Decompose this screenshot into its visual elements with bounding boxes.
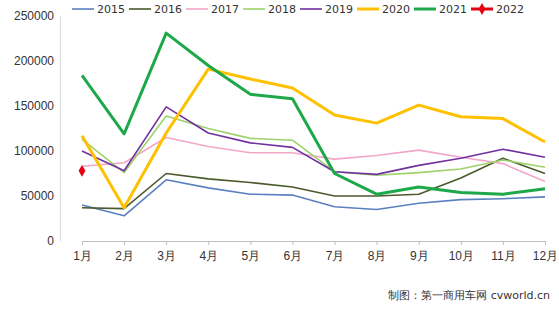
x-tick: 11月 — [491, 241, 515, 263]
x-axis-line — [83, 242, 546, 246]
x-tick-label: 10月 — [449, 249, 474, 263]
x-tick-mark — [461, 241, 462, 245]
y-tick-label: 50000 — [21, 189, 55, 203]
chart: 0 50000 100000 150000 200000 250000 1月 2月 3月 4月 5月… — [0, 0, 559, 310]
x-tick: 8月 — [368, 241, 387, 263]
legend-label: 2018 — [268, 3, 296, 16]
legend-swatch — [72, 8, 94, 10]
y-tick-label: 150000 — [14, 99, 54, 113]
x-tick: 4月 — [199, 241, 218, 263]
x-tick-label: 5月 — [242, 249, 261, 263]
y-tick-label: 0 — [47, 234, 54, 248]
legend-swatch — [186, 8, 208, 10]
x-tick-label: 1月 — [73, 249, 92, 263]
x-tick: 1月 — [73, 241, 92, 263]
x-tick: 9月 — [410, 241, 429, 263]
plot-area — [79, 33, 545, 216]
legend-label: 2016 — [154, 3, 182, 16]
x-tick-label: 3月 — [157, 249, 176, 263]
legend-swatch — [243, 8, 265, 10]
x-tick: 7月 — [326, 241, 345, 263]
annotation: 制图：第一商用车网 cvworld.cn — [388, 289, 550, 302]
x-tick-mark — [166, 241, 167, 245]
x-tick-mark — [208, 241, 209, 245]
legend-marker — [479, 3, 486, 15]
y-tick: 50000 — [21, 189, 60, 203]
x-axis: 1月 2月 3月 4月 5月 6月 7月 8月 9月 10月 11月 12月 — [73, 241, 558, 263]
x-tick-label: 11月 — [491, 249, 515, 263]
legend-item: 2018 — [243, 3, 296, 16]
legend-item: 2017 — [186, 3, 239, 16]
x-tick: 10月 — [449, 241, 474, 263]
x-tick-label: 4月 — [199, 249, 218, 263]
x-tick-mark — [250, 241, 251, 245]
x-tick: 12月 — [533, 241, 558, 263]
x-tick-mark — [82, 241, 83, 245]
x-tick-label: 9月 — [410, 249, 429, 263]
x-tick-label: 7月 — [326, 249, 345, 263]
y-tick-label: 250000 — [14, 9, 54, 23]
legend-swatch — [357, 8, 379, 11]
legend-item: 2020 — [357, 3, 410, 16]
x-tick-mark — [419, 241, 420, 245]
legend-item: 2015 — [72, 3, 125, 16]
x-tick: 3月 — [157, 241, 176, 263]
legend-label: 2021 — [439, 3, 467, 16]
legend-label: 2017 — [211, 3, 239, 16]
x-tick-mark — [335, 241, 336, 245]
y-tick: 250000 — [14, 9, 60, 23]
legend-swatch — [300, 8, 322, 10]
x-tick-label: 8月 — [368, 249, 387, 263]
legend-item: 2022 — [471, 3, 524, 16]
x-tick-mark — [124, 241, 125, 245]
legend-item: 2019 — [300, 3, 353, 16]
y-tick: 0 — [47, 234, 60, 248]
legend-swatch — [414, 8, 436, 11]
y-tick: 100000 — [14, 144, 60, 158]
series-marker — [79, 165, 86, 177]
legend-label: 2022 — [496, 3, 524, 16]
legend-label: 2020 — [382, 3, 410, 16]
series-line — [82, 116, 545, 175]
legend-label: 2019 — [325, 3, 353, 16]
legend-item: 2021 — [414, 3, 467, 16]
x-tick-label: 2月 — [115, 249, 134, 263]
x-tick: 5月 — [242, 241, 261, 263]
y-axis: 0 50000 100000 150000 200000 250000 — [14, 9, 61, 248]
x-tick-mark — [545, 241, 546, 245]
series-line — [82, 33, 545, 194]
x-tick-label: 12月 — [533, 249, 558, 263]
y-tick: 200000 — [14, 54, 60, 68]
legend-label: 2015 — [97, 3, 125, 16]
legend-item: 2016 — [129, 3, 182, 16]
x-tick-mark — [503, 241, 504, 245]
legend: 2015 2016 2017 2018 2019 2020 2021 2022 — [72, 3, 524, 16]
y-tick: 150000 — [14, 99, 60, 113]
legend-swatch — [129, 8, 151, 10]
y-axis-line — [60, 17, 61, 242]
x-tick-mark — [377, 241, 378, 245]
x-tick: 6月 — [284, 241, 303, 263]
y-tick-label: 200000 — [14, 54, 54, 68]
x-tick-mark — [292, 241, 293, 245]
x-tick: 2月 — [115, 241, 134, 263]
y-tick-label: 100000 — [14, 144, 54, 158]
x-tick-label: 6月 — [284, 249, 303, 263]
